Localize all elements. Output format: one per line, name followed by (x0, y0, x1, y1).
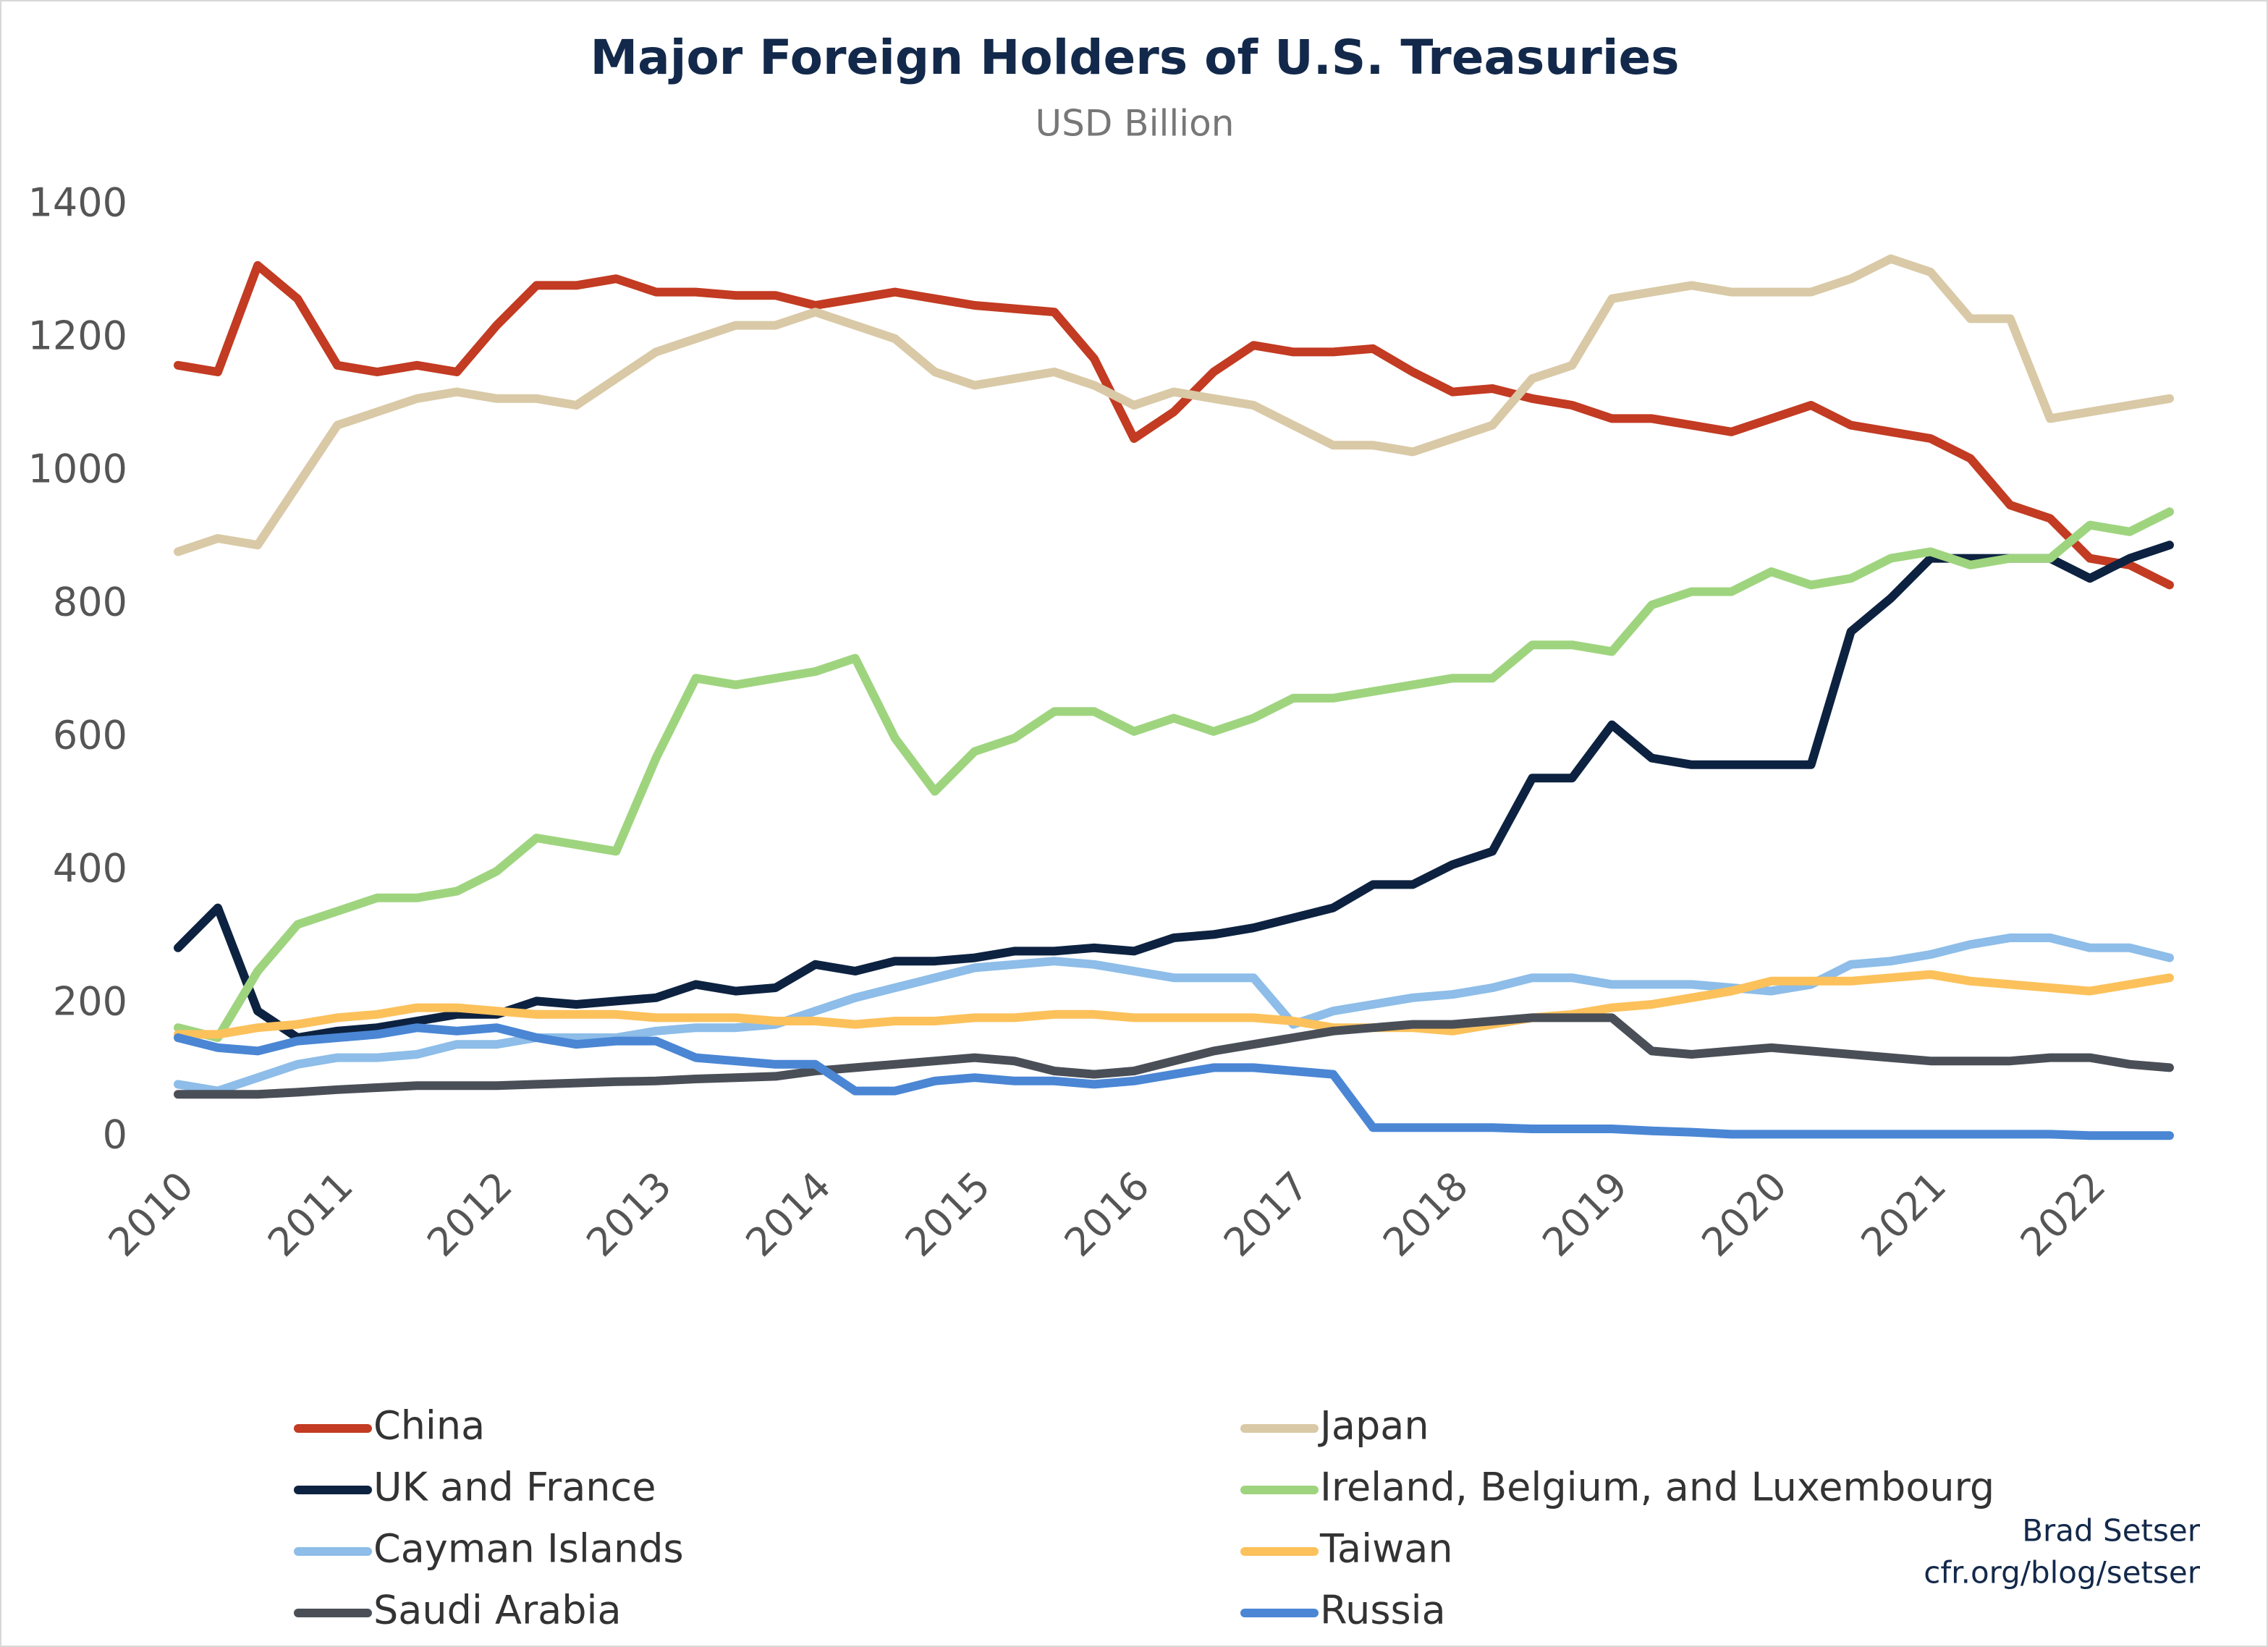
source: Brad Setser (2022, 1513, 2201, 1549)
series-line (174, 1023, 2174, 1140)
legend-label: Taiwan (1319, 1526, 1453, 1572)
y-tick-label: 0 (103, 1112, 127, 1158)
legend-label: Ireland, Belgium, and Luxembourg (1320, 1465, 1994, 1510)
y-tick-label: 800 (53, 580, 127, 625)
y-tick-label: 1200 (28, 313, 127, 359)
source: cfr.org/blog/setser (1924, 1555, 2200, 1591)
legend-label: UK and France (373, 1465, 656, 1510)
series-line (174, 970, 2174, 1039)
y-tick-label: 1400 (28, 180, 127, 226)
y-tick-label: 1000 (28, 446, 127, 492)
y-tick-label: 200 (53, 979, 127, 1025)
y-tick-label: 400 (53, 846, 127, 892)
chart-subtitle: USD Billion (1036, 103, 1235, 145)
legend-label: Saudi Arabia (373, 1588, 622, 1633)
series-line (174, 261, 2174, 590)
series-line (174, 1013, 2174, 1099)
chart-title: Major Foreign Holders of U.S. Treasuries (590, 30, 1679, 85)
series-line (174, 254, 2174, 556)
legend-label: Russia (1320, 1588, 1446, 1633)
legend-label: China (373, 1403, 485, 1449)
legend-label: Cayman Islands (373, 1526, 684, 1572)
series-line (174, 933, 2174, 1096)
series-line (174, 507, 2174, 1042)
legend-label: Japan (1318, 1403, 1429, 1449)
y-tick-label: 600 (53, 713, 127, 758)
